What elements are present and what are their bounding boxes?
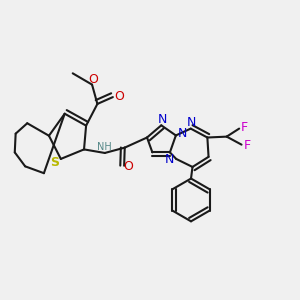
Text: F: F <box>241 121 248 134</box>
Text: O: O <box>124 160 134 173</box>
Text: N: N <box>158 113 167 126</box>
Text: O: O <box>88 73 98 86</box>
Text: NH: NH <box>97 142 112 152</box>
Text: S: S <box>50 156 59 169</box>
Text: F: F <box>243 139 250 152</box>
Text: N: N <box>165 153 174 166</box>
Text: O: O <box>114 90 124 103</box>
Text: N: N <box>178 128 187 140</box>
Text: N: N <box>187 116 196 129</box>
